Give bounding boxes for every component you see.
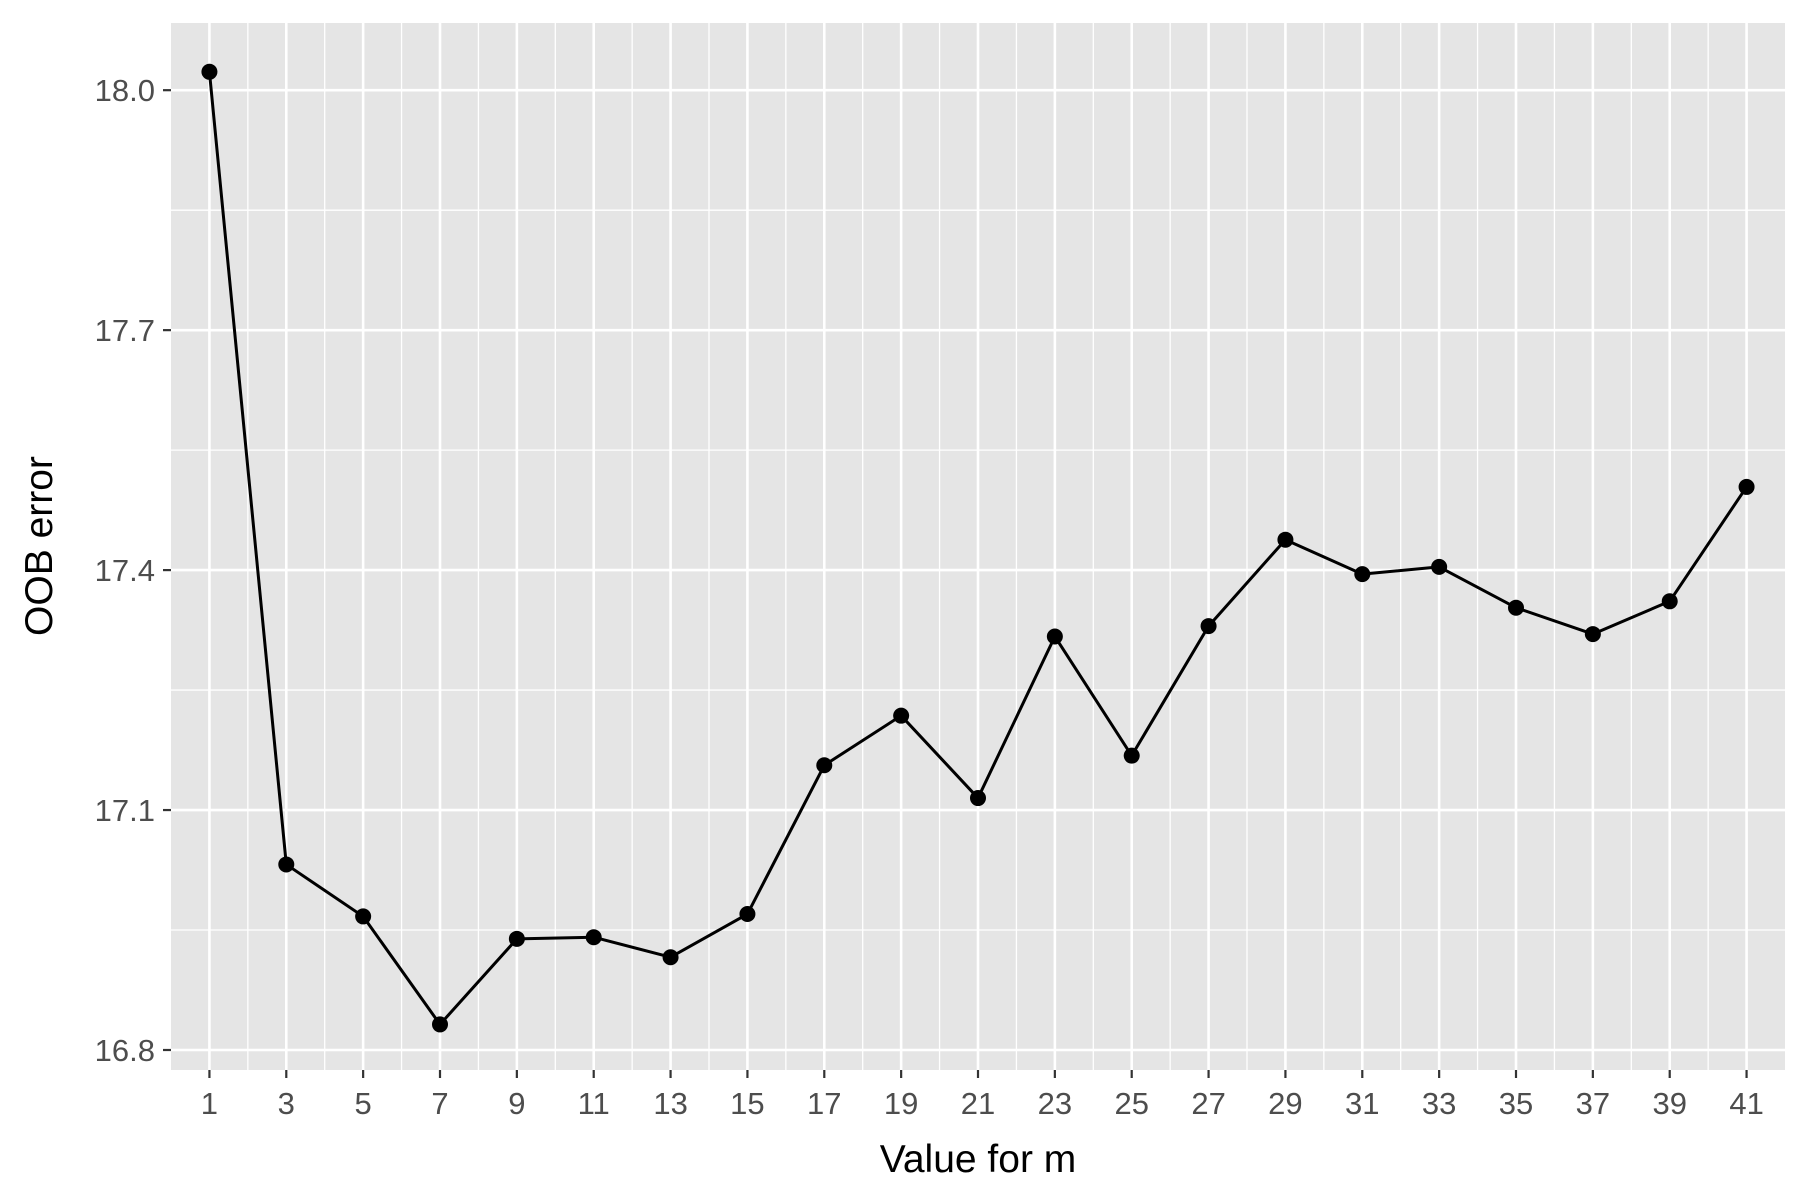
y-tick-label: 17.7 (95, 313, 155, 348)
x-tick-label: 37 (1576, 1086, 1610, 1121)
data-point (970, 790, 986, 807)
data-point (1431, 558, 1448, 575)
y-tick-label: 16.8 (95, 1033, 155, 1068)
data-point (508, 930, 525, 947)
data-point (201, 63, 218, 80)
x-tick-label: 15 (730, 1086, 764, 1121)
data-point (1661, 593, 1678, 610)
x-tick-label: 33 (1422, 1086, 1456, 1121)
y-axis-title: OOB error (18, 456, 61, 636)
x-tick-label: 29 (1268, 1086, 1302, 1121)
data-point (585, 929, 602, 946)
data-point (432, 1016, 448, 1033)
x-tick-label: 17 (807, 1086, 841, 1121)
data-point (816, 757, 833, 774)
y-tick-label: 18.0 (95, 73, 155, 108)
data-point (278, 856, 295, 873)
x-tick-label: 11 (578, 1086, 610, 1121)
data-point (1354, 566, 1371, 583)
x-tick-label: 25 (1114, 1086, 1148, 1121)
data-point (1738, 478, 1755, 495)
major-gridlines (171, 23, 1785, 1070)
x-tick-label: 19 (884, 1086, 918, 1121)
x-tick-label: 35 (1499, 1086, 1533, 1121)
axis-ticks: 1 3 5 7 9 11 13 15 17 19 21 23 25 27 29 31 33 35 37 39 4116.… (95, 73, 1764, 1121)
x-tick-label: 3 (278, 1086, 295, 1121)
data-point (1508, 599, 1524, 616)
x-tick-label: 39 (1652, 1086, 1686, 1121)
data-point (1046, 628, 1063, 645)
x-tick-label: 9 (508, 1086, 525, 1121)
x-tick-label: 27 (1191, 1086, 1225, 1121)
x-tick-label: 5 (355, 1086, 372, 1121)
x-axis-title: Value for m (880, 1138, 1077, 1181)
x-tick-label: 41 (1729, 1086, 1763, 1121)
data-point (1123, 747, 1140, 764)
data-point (739, 906, 756, 923)
data-point (1200, 618, 1217, 635)
data-point (1584, 626, 1601, 643)
x-tick-label: 13 (653, 1086, 687, 1121)
y-tick-label: 17.4 (95, 553, 155, 588)
y-tick-label: 17.1 (95, 793, 155, 828)
data-point (1277, 531, 1294, 548)
data-point (893, 707, 910, 724)
series-layer (201, 63, 1755, 1033)
x-tick-label: 21 (961, 1086, 995, 1121)
x-tick-label: 1 (201, 1086, 218, 1121)
x-tick-label: 7 (431, 1086, 448, 1121)
data-point (355, 908, 372, 925)
x-tick-label: 31 (1345, 1086, 1379, 1121)
x-tick-label: 23 (1038, 1086, 1072, 1121)
data-point (662, 949, 679, 966)
